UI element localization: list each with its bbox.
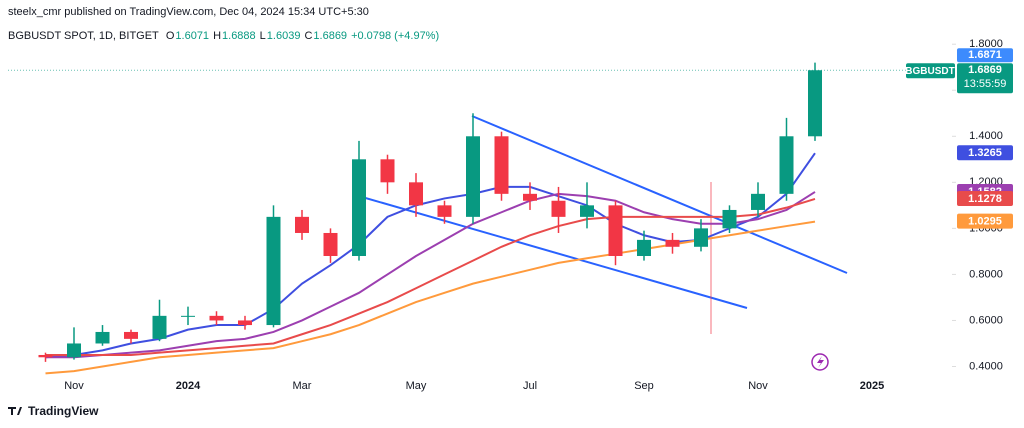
ohlc-value: 1.6869	[313, 30, 348, 42]
x-tick-label: Nov	[748, 380, 768, 392]
symbol-header: BGBUSDT SPOT, 1D, BITGET O1.6071 H1.6888 L…	[8, 30, 443, 42]
candle-body	[380, 159, 395, 183]
trend-line	[361, 196, 748, 309]
x-tick-label: Nov	[64, 380, 84, 392]
last-price-tag	[957, 63, 1013, 94]
candle-body	[722, 209, 737, 229]
ohlc-label: L	[259, 30, 266, 42]
logo	[8, 407, 22, 415]
symbol: BGBUSDT SPOT, 1D, BITGET	[8, 30, 159, 42]
candle-body	[751, 193, 765, 210]
candle-body	[808, 70, 822, 137]
candle-body	[295, 216, 309, 233]
candle-body	[38, 354, 53, 358]
price-tag	[957, 48, 1013, 63]
value-tag	[957, 213, 1013, 229]
event-icon-bolt	[817, 356, 824, 368]
change: +0.0798 (+4.97%)	[351, 30, 440, 42]
candle-body	[238, 320, 252, 326]
x-tick-label: Sep	[634, 380, 654, 392]
ohlc-value: 1.6039	[266, 30, 301, 42]
countdown: 13:55:59	[964, 78, 1007, 90]
x-tick-label: May	[406, 380, 427, 392]
candle-body	[523, 193, 537, 201]
candle-body	[124, 331, 138, 339]
y-tick-label: 1.8000	[969, 38, 1003, 50]
byline: steelx_cmr published on TradingView.com,…	[8, 6, 369, 18]
y-tick-label: 0.4000	[969, 360, 1003, 372]
event-icon[interactable]	[811, 353, 829, 371]
candle-body	[608, 205, 623, 256]
candle-body	[779, 136, 794, 194]
value-tag	[957, 145, 1013, 161]
price-tag-label: 1.6871	[968, 49, 1002, 61]
candle-body	[437, 205, 452, 217]
candle-body	[665, 239, 680, 247]
candle-body	[266, 216, 281, 326]
x-tick-label: 2024	[176, 380, 201, 392]
candle-body	[209, 315, 224, 321]
symbol-tag-label: BGBUSDT	[905, 66, 954, 77]
candle-body	[466, 136, 480, 217]
trend-line	[471, 115, 848, 274]
candle-body	[551, 200, 566, 217]
x-tick-label: Mar	[293, 380, 312, 392]
candle-body	[323, 232, 338, 256]
candle-body	[152, 315, 167, 339]
candle-body	[494, 136, 509, 194]
value-tag-label: 1.1278	[968, 193, 1002, 205]
moving-average	[45, 191, 816, 359]
candle-body	[637, 239, 651, 256]
candle-body	[181, 315, 195, 317]
ohlc-label: C	[304, 30, 313, 42]
x-tick-label: 2025	[860, 380, 884, 392]
value-tag	[957, 190, 1013, 206]
moving-average	[45, 197, 816, 356]
y-tick-label: 1.4000	[969, 130, 1003, 142]
value-tag-label: 1.0295	[968, 215, 1002, 227]
ohlc-label: H	[213, 30, 222, 42]
symbol-tag	[906, 63, 955, 79]
moving-average	[45, 152, 816, 359]
brand: TradingView	[28, 404, 99, 418]
candle-body	[67, 343, 81, 358]
y-tick-label: 0.6000	[969, 314, 1003, 326]
candle-body	[694, 228, 708, 247]
ohlc-label: O	[165, 30, 175, 42]
moving-average	[45, 220, 816, 375]
candle-body	[409, 182, 423, 206]
candle-body	[352, 159, 366, 256]
last-price-label: 1.6869	[968, 64, 1002, 76]
candle-body	[580, 205, 594, 217]
y-tick-label: 0.8000	[969, 268, 1003, 280]
ohlc-value: 1.6071	[175, 30, 210, 42]
x-tick-label: Jul	[523, 380, 537, 392]
value-tag-label: 1.3265	[968, 147, 1002, 159]
ohlc-value: 1.6888	[222, 30, 256, 42]
candle-body	[95, 331, 110, 344]
